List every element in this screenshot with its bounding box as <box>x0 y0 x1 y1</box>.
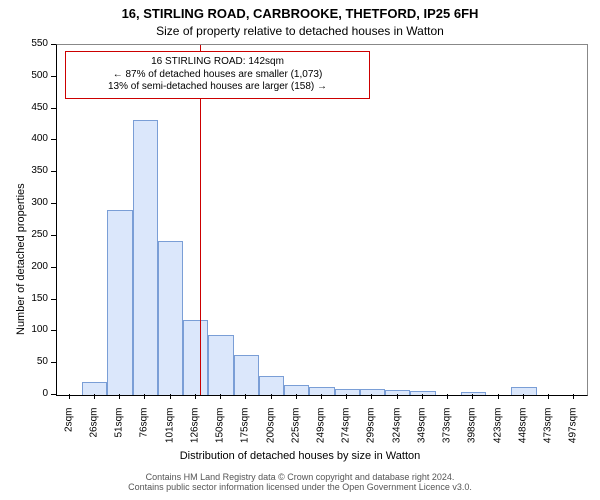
y-tick-label: 100 <box>24 324 48 335</box>
x-tick-label: 324sqm <box>391 408 402 458</box>
y-tick-label: 350 <box>24 165 48 176</box>
x-tick-label: 200sqm <box>265 408 276 458</box>
histogram-bar <box>284 385 309 395</box>
histogram-bar <box>234 355 259 395</box>
x-tick-mark <box>94 394 95 399</box>
y-tick-mark <box>51 362 56 363</box>
y-tick-label: 200 <box>24 261 48 272</box>
y-tick-mark <box>51 267 56 268</box>
x-tick-label: 423sqm <box>492 408 503 458</box>
x-tick-label: 249sqm <box>316 408 327 458</box>
x-tick-label: 51sqm <box>114 408 125 458</box>
footer-line-2: Contains public sector information licen… <box>0 482 600 492</box>
histogram-bar <box>385 390 410 395</box>
x-tick-mark <box>573 394 574 399</box>
x-tick-mark <box>69 394 70 399</box>
x-tick-mark <box>245 394 246 399</box>
x-tick-label: 398sqm <box>467 408 478 458</box>
x-tick-mark <box>548 394 549 399</box>
x-tick-label: 150sqm <box>215 408 226 458</box>
y-tick-mark <box>51 235 56 236</box>
x-tick-label: 225sqm <box>290 408 301 458</box>
x-tick-label: 175sqm <box>240 408 251 458</box>
x-tick-mark <box>523 394 524 399</box>
footer-line-1: Contains HM Land Registry data © Crown c… <box>0 472 600 482</box>
annotation-line: 13% of semi-detached houses are larger (… <box>70 81 365 94</box>
x-tick-mark <box>195 394 196 399</box>
histogram-bar <box>82 382 107 395</box>
histogram-bar <box>133 120 158 395</box>
x-tick-label: 76sqm <box>139 408 150 458</box>
y-tick-label: 250 <box>24 229 48 240</box>
x-tick-mark <box>422 394 423 399</box>
x-tick-mark <box>346 394 347 399</box>
y-tick-label: 400 <box>24 133 48 144</box>
x-tick-mark <box>472 394 473 399</box>
x-tick-label: 26sqm <box>88 408 99 458</box>
x-tick-mark <box>296 394 297 399</box>
x-tick-mark <box>447 394 448 399</box>
y-tick-label: 300 <box>24 197 48 208</box>
chart-title: 16, STIRLING ROAD, CARBROOKE, THETFORD, … <box>0 6 600 21</box>
histogram-bar <box>183 320 208 395</box>
y-tick-mark <box>51 330 56 331</box>
x-tick-mark <box>119 394 120 399</box>
x-tick-label: 473sqm <box>543 408 554 458</box>
y-tick-mark <box>51 76 56 77</box>
x-tick-mark <box>271 394 272 399</box>
chart-subtitle: Size of property relative to detached ho… <box>0 24 600 38</box>
histogram-bar <box>208 335 233 395</box>
y-tick-mark <box>51 394 56 395</box>
x-tick-label: 274sqm <box>341 408 352 458</box>
x-tick-mark <box>321 394 322 399</box>
y-tick-mark <box>51 108 56 109</box>
x-tick-label: 101sqm <box>164 408 175 458</box>
y-tick-label: 50 <box>24 356 48 367</box>
chart-container: 16, STIRLING ROAD, CARBROOKE, THETFORD, … <box>0 0 600 500</box>
histogram-bar <box>410 391 435 395</box>
x-tick-label: 299sqm <box>366 408 377 458</box>
x-tick-label: 349sqm <box>416 408 427 458</box>
histogram-bar <box>511 387 536 395</box>
x-tick-label: 126sqm <box>189 408 200 458</box>
x-tick-mark <box>498 394 499 399</box>
histogram-bar <box>107 210 132 395</box>
x-tick-label: 448sqm <box>517 408 528 458</box>
x-tick-mark <box>371 394 372 399</box>
y-tick-mark <box>51 299 56 300</box>
histogram-bar <box>259 376 284 395</box>
y-tick-mark <box>51 139 56 140</box>
y-tick-label: 500 <box>24 70 48 81</box>
x-tick-label: 373sqm <box>442 408 453 458</box>
footer: Contains HM Land Registry data © Crown c… <box>0 472 600 492</box>
y-tick-label: 450 <box>24 102 48 113</box>
y-tick-label: 150 <box>24 293 48 304</box>
y-tick-label: 550 <box>24 38 48 49</box>
x-tick-label: 497sqm <box>568 408 579 458</box>
x-tick-mark <box>220 394 221 399</box>
annotation-box: 16 STIRLING ROAD: 142sqm← 87% of detache… <box>65 51 370 99</box>
x-tick-label: 2sqm <box>63 408 74 458</box>
annotation-line: ← 87% of detached houses are smaller (1,… <box>70 69 365 82</box>
y-tick-mark <box>51 171 56 172</box>
plot-area: 16 STIRLING ROAD: 142sqm← 87% of detache… <box>56 44 588 396</box>
annotation-line: 16 STIRLING ROAD: 142sqm <box>70 56 365 69</box>
y-tick-label: 0 <box>24 388 48 399</box>
y-tick-mark <box>51 44 56 45</box>
histogram-bar <box>158 241 183 395</box>
x-tick-mark <box>397 394 398 399</box>
x-tick-mark <box>170 394 171 399</box>
x-tick-mark <box>144 394 145 399</box>
y-tick-mark <box>51 203 56 204</box>
